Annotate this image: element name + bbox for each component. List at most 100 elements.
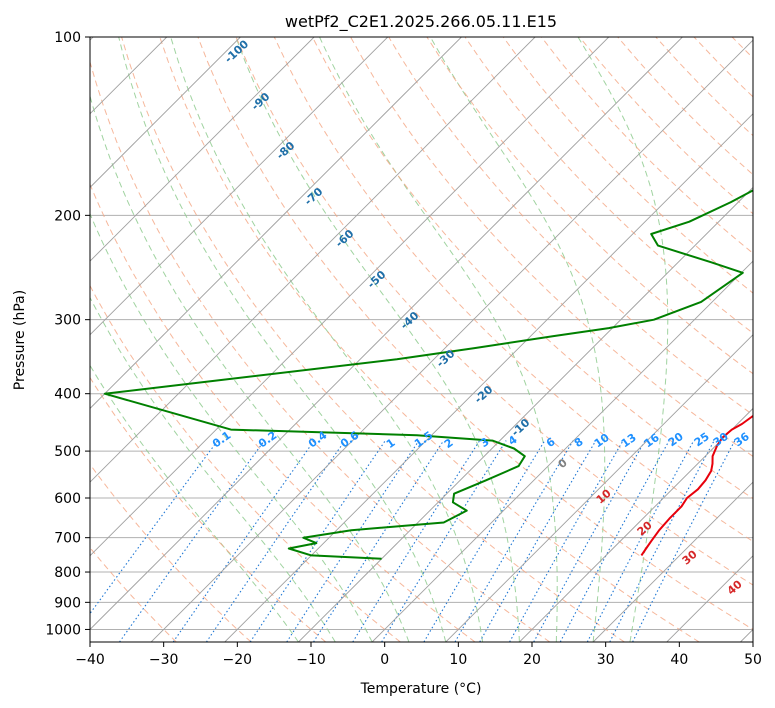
isotherm-line <box>592 481 753 642</box>
x-tick-label: −10 <box>296 652 326 668</box>
x-tick-label: 0 <box>380 652 389 668</box>
y-tick-label: 300 <box>54 313 81 329</box>
isotherm-label: -20 <box>472 383 496 406</box>
y-tick-label: 1000 <box>45 622 81 638</box>
mixing-ratio-line <box>609 440 715 642</box>
x-tick-label: −30 <box>149 652 179 668</box>
y-tick-label: 500 <box>54 444 81 460</box>
mixing-ratio-line <box>454 440 574 642</box>
y-axis-label: Pressure (hPa) <box>12 290 28 390</box>
dry-adiabat-line <box>617 37 753 176</box>
isotherm-line <box>90 37 462 410</box>
mixing-ratio-label: 1.5 <box>412 429 435 451</box>
isotherm-line <box>90 37 536 483</box>
mixing-ratio-line <box>352 440 481 642</box>
moist-adiabat-line <box>118 37 447 642</box>
dry-adiabat-label: 10 <box>594 486 614 506</box>
isotherm-line <box>90 37 610 557</box>
dry-adiabat-line <box>90 182 476 642</box>
x-tick-label: −40 <box>75 652 105 668</box>
dry-adiabat-line <box>655 37 753 137</box>
mixing-ratio-line <box>586 440 695 642</box>
isotherm-line <box>740 628 753 642</box>
moist-adiabats <box>90 37 669 642</box>
isotherm-line <box>90 37 683 631</box>
isotherm-line <box>445 334 753 642</box>
dry-adiabat-label: 20 <box>635 518 655 538</box>
mixing-ratio-line <box>423 440 546 642</box>
x-tick-label: 20 <box>523 652 541 668</box>
isotherm-line <box>90 37 241 189</box>
dewpoint-profile <box>103 189 753 560</box>
isotherm-label: -80 <box>274 139 298 162</box>
moist-adiabat-line <box>90 94 410 642</box>
y-tick-label: 600 <box>54 491 81 507</box>
y-tick-label: 100 <box>54 30 81 46</box>
mixing-ratio-label: 3 <box>478 435 492 450</box>
y-tick-label: 800 <box>54 565 81 581</box>
mixing-ratio-line <box>205 440 346 642</box>
mixing-ratio-line <box>172 440 315 642</box>
sounding-series <box>103 189 753 560</box>
moist-adiabat-line <box>577 37 669 642</box>
dry-adiabat-line <box>350 37 753 458</box>
y-tick-label: 900 <box>54 595 81 611</box>
moist-adiabat-line <box>429 37 606 642</box>
isotherm-label: -90 <box>249 90 273 113</box>
isotherm-lines <box>90 37 753 642</box>
line-labels: -100-90-80-70-60-50-40-30-20-100.1 0.2 0.4… <box>210 37 752 597</box>
mixing-ratio-label: 10 <box>592 431 612 451</box>
y-tick-label: 200 <box>54 208 81 224</box>
x-tick-label: 40 <box>670 652 688 668</box>
dry-adiabat-line <box>693 37 753 98</box>
isotherm-line <box>298 186 753 642</box>
x-axis-label: Temperature (°C) <box>360 681 482 697</box>
dry-adiabat-line <box>197 37 753 630</box>
chart-title: wetPf2_C2E1.2025.266.05.11.E15 <box>285 12 557 32</box>
mixing-ratio-label: 36 <box>732 430 752 450</box>
mixing-ratio-line <box>119 440 265 642</box>
dry-adiabat-line <box>121 37 625 642</box>
dry-adiabat-line <box>464 37 753 334</box>
x-tick-label: 50 <box>744 652 762 668</box>
mixing-ratio-label: 8 <box>572 435 586 450</box>
y-tick-label: 400 <box>54 387 81 403</box>
mixing-ratio-label: 20 <box>666 430 686 450</box>
x-axis-ticks: −40 −30 −20 −10 0 10 20 30 40 50 <box>75 642 762 668</box>
x-tick-label: 30 <box>597 652 615 668</box>
isotherm-line <box>90 37 389 336</box>
dry-adiabat-line <box>273 37 753 543</box>
x-tick-label: 10 <box>449 652 467 668</box>
dry-adiabat-line <box>311 37 753 500</box>
y-axis-ticks: 100 200 300 400 500 600 700 800 900 1000 <box>45 30 90 638</box>
dry-adiabat-label: 30 <box>680 547 700 567</box>
dry-adiabat-line <box>388 37 753 416</box>
dry-adiabat-line <box>159 37 700 642</box>
mixing-ratio-line <box>509 440 624 642</box>
mixing-ratio-label: 1 <box>384 436 398 451</box>
isobar-grid <box>90 37 753 630</box>
mixing-ratio-line <box>479 440 597 642</box>
dry-adiabat-line <box>90 463 252 642</box>
isotherm-label: -70 <box>302 185 326 208</box>
mixing-ratio-line <box>90 440 219 615</box>
dry-adiabat-line <box>770 37 775 642</box>
isotherm-line <box>666 555 753 642</box>
isotherm-line <box>519 407 753 642</box>
mixing-ratio-line <box>533 440 646 642</box>
moist-adiabat-line <box>90 296 336 642</box>
mixing-ratio-label: 0.6 <box>338 428 362 450</box>
moist-adiabat-label: 0 <box>556 456 570 471</box>
temperature-profile <box>640 414 753 556</box>
mixing-ratio-label: 25 <box>692 430 712 449</box>
dry-adiabat-line <box>502 37 753 294</box>
moist-adiabat-line <box>235 37 520 642</box>
isotherm-line <box>90 37 315 262</box>
mixing-ratio-line <box>381 440 507 642</box>
isotherm-label: -40 <box>398 309 422 332</box>
moist-adiabat-line <box>170 37 484 642</box>
dry-adiabat-line <box>90 60 551 642</box>
mixing-ratio-line <box>286 440 420 642</box>
moist-adiabat-line <box>319 37 558 642</box>
